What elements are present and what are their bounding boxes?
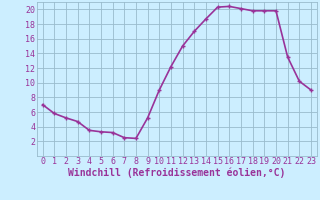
X-axis label: Windchill (Refroidissement éolien,°C): Windchill (Refroidissement éolien,°C) xyxy=(68,168,285,178)
